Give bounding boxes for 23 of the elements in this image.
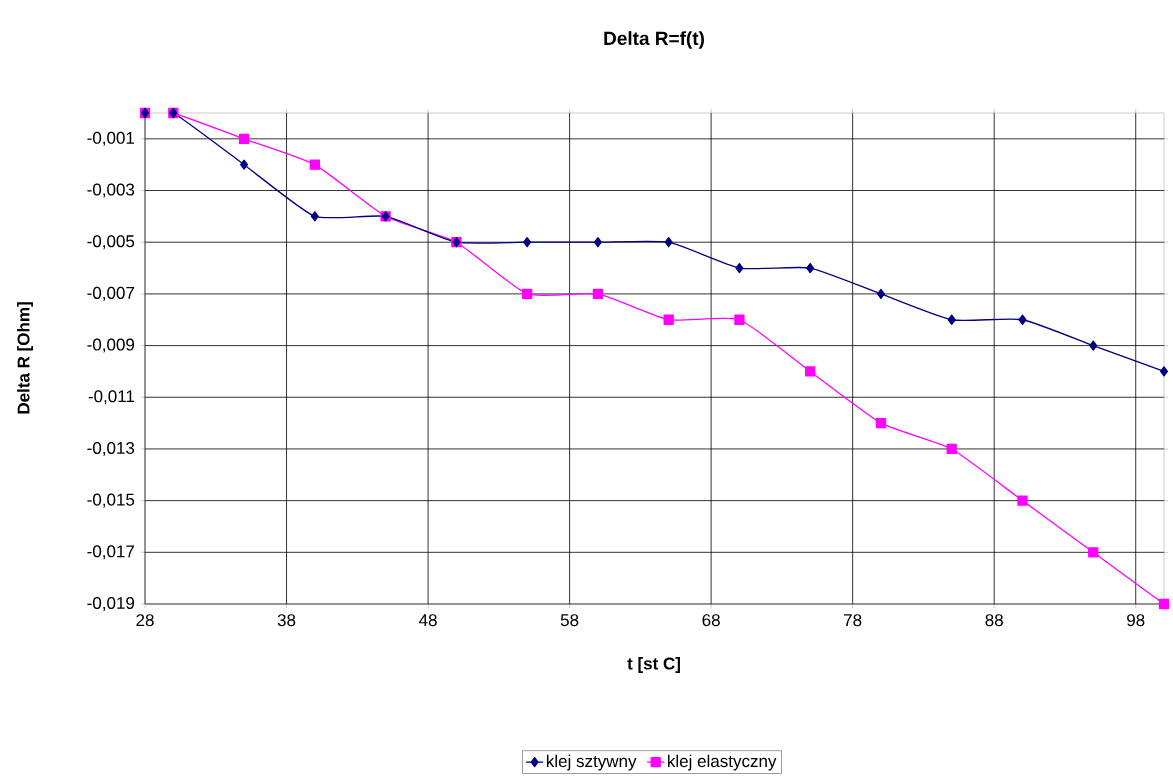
x-tick-label: 38 [277, 614, 296, 627]
y-tick-label: -0,007 [87, 286, 134, 301]
y-tick-label: -0,015 [87, 493, 135, 508]
y-tick-label: -0,017 [87, 545, 134, 560]
chart-title: Delta R=f(t) [604, 31, 704, 49]
x-tick-label: 48 [419, 614, 437, 627]
legend-label: klej elastyczny [668, 754, 777, 771]
y-tick-label: -0,019 [87, 596, 135, 612]
y-tick-label: -0,009 [87, 338, 135, 353]
y-tick-label: -0,005 [87, 235, 135, 250]
x-axis-title: t [st C] [627, 657, 680, 673]
x-tick-label: 28 [136, 614, 154, 627]
x-tick-label: 78 [844, 614, 862, 627]
x-tick-label: 98 [1127, 614, 1145, 627]
y-tick-label: -0,013 [87, 441, 135, 456]
x-tick-label: 68 [702, 614, 720, 627]
x-tick-label: 58 [560, 614, 579, 627]
y-tick-label: -0,001 [87, 131, 135, 146]
y-tick-label: -0,011 [88, 390, 135, 405]
y-tick-label: -0,003 [87, 183, 135, 198]
x-tick-label: 88 [985, 614, 1003, 627]
legend-label: klej sztywny [546, 754, 637, 771]
y-axis-title: Delta R [Ohm] [17, 302, 33, 414]
